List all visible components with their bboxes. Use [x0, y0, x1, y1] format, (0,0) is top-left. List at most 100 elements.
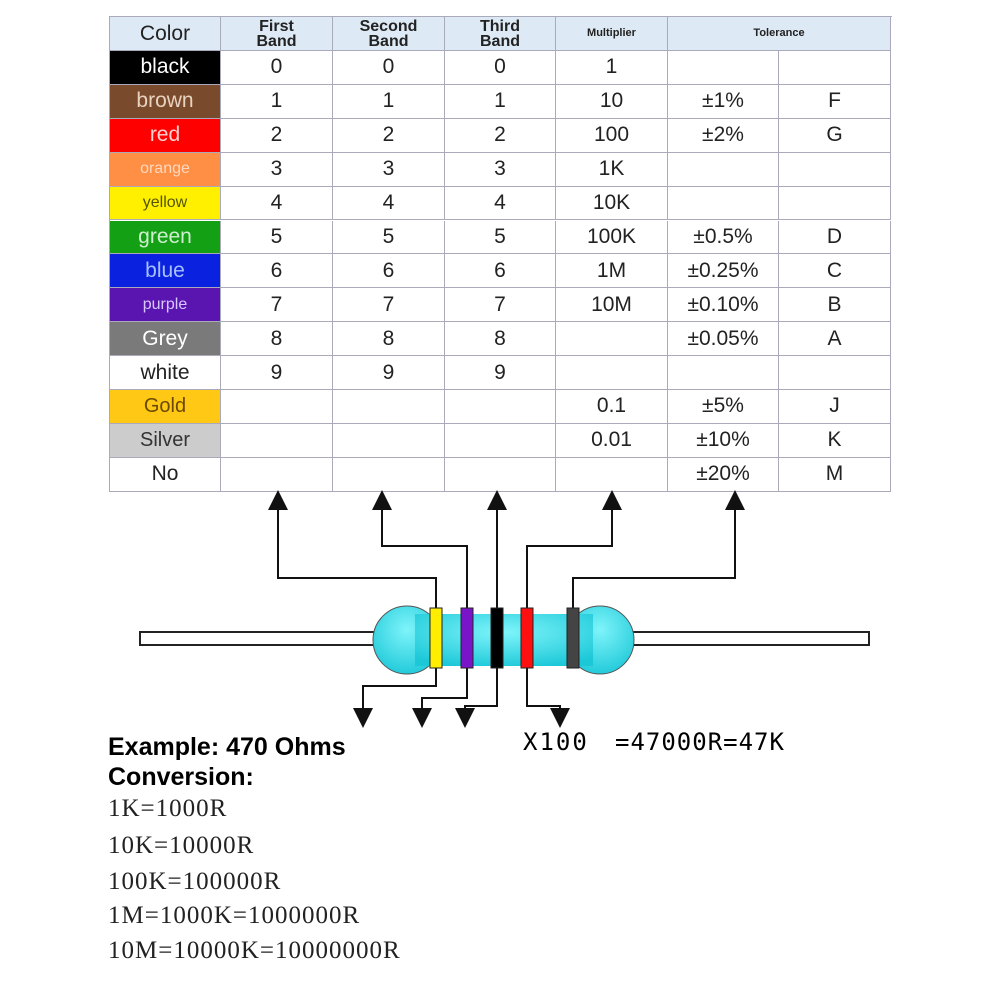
- table-cell: 0.1: [556, 390, 668, 424]
- table-cell: 0: [333, 51, 445, 85]
- color-swatch-cell: No: [110, 457, 221, 492]
- conversion-line: 1K=1000R: [108, 795, 228, 822]
- table-cell: D: [779, 220, 891, 255]
- table-cell: 6: [221, 254, 333, 289]
- table-cell: [221, 390, 333, 424]
- table-cell: 1: [556, 51, 668, 85]
- color-swatch-cell: Grey: [110, 322, 221, 357]
- header-cell: Tolerance: [668, 17, 891, 51]
- table-cell: 3: [445, 152, 556, 187]
- table-cell: 4: [221, 186, 333, 221]
- header-cell: Second Band: [333, 17, 445, 51]
- table-cell: [333, 390, 445, 424]
- color-swatch-cell: green: [110, 220, 221, 255]
- table-cell: 100K: [556, 220, 668, 255]
- table-cell: [445, 390, 556, 424]
- table-cell: 2: [221, 118, 333, 153]
- result-note: =47000R=47K: [615, 728, 785, 756]
- example-title: Example: 470 Ohms: [108, 733, 346, 761]
- conversion-label: Conversion:: [108, 763, 254, 791]
- table-cell: [445, 423, 556, 458]
- table-cell: [668, 152, 779, 187]
- table-cell: 3: [333, 152, 445, 187]
- table-cell: ±0.10%: [668, 288, 779, 323]
- color-swatch-cell: red: [110, 118, 221, 153]
- color-swatch-cell: purple: [110, 288, 221, 323]
- color-swatch-cell: black: [110, 51, 221, 85]
- table-cell: M: [779, 457, 891, 492]
- color-code-table: Color First Band Second Band Third Band Mult…: [109, 16, 892, 492]
- table-cell: ±20%: [668, 457, 779, 492]
- table-cell: ±1%: [668, 84, 779, 119]
- table-cell: 9: [445, 356, 556, 390]
- table-cell: 5: [445, 220, 556, 255]
- table-cell: 1K: [556, 152, 668, 187]
- table-cell: 3: [221, 152, 333, 187]
- table-cell: B: [779, 288, 891, 323]
- table-cell: [779, 186, 891, 221]
- table-cell: [221, 423, 333, 458]
- table-cell: K: [779, 423, 891, 458]
- table-cell: 1M: [556, 254, 668, 289]
- table-cell: 6: [445, 254, 556, 289]
- color-swatch-cell: Silver: [110, 423, 221, 458]
- table-cell: G: [779, 118, 891, 153]
- header-cell: Multiplier: [556, 17, 668, 51]
- conversion-line: 100K=100000R: [108, 868, 282, 895]
- table-cell: ±10%: [668, 423, 779, 458]
- table-cell: 7: [445, 288, 556, 323]
- table-cell: 1: [333, 84, 445, 119]
- table-cell: 4: [445, 186, 556, 221]
- conversion-line: 10K=10000R: [108, 832, 255, 859]
- table-cell: ±0.5%: [668, 220, 779, 255]
- table-cell: [779, 152, 891, 187]
- header-cell: First Band: [221, 17, 333, 51]
- color-swatch-cell: orange: [110, 152, 221, 187]
- table-cell: 9: [221, 356, 333, 390]
- table-cell: 10M: [556, 288, 668, 323]
- table-cell: 10: [556, 84, 668, 119]
- header-cell: Color: [110, 17, 221, 51]
- table-cell: 7: [333, 288, 445, 323]
- table-cell: [668, 356, 779, 390]
- table-cell: 4: [333, 186, 445, 221]
- header-cell: Third Band: [445, 17, 556, 51]
- table-cell: 8: [445, 322, 556, 357]
- table-cell: [779, 51, 891, 85]
- table-cell: [668, 186, 779, 221]
- table-cell: 1: [445, 84, 556, 119]
- table-cell: 100: [556, 118, 668, 153]
- table-cell: [556, 356, 668, 390]
- table-cell: 8: [221, 322, 333, 357]
- multiplier-note: X100: [523, 728, 589, 756]
- table-cell: 8: [333, 322, 445, 357]
- table-cell: F: [779, 84, 891, 119]
- table-cell: ±5%: [668, 390, 779, 424]
- table-cell: 0: [445, 51, 556, 85]
- arrows: [268, 490, 745, 728]
- table-cell: [556, 322, 668, 357]
- table-cell: 10K: [556, 186, 668, 221]
- table-cell: [333, 423, 445, 458]
- table-cell: 5: [333, 220, 445, 255]
- table-cell: 7: [221, 288, 333, 323]
- color-swatch-cell: white: [110, 356, 221, 390]
- table-cell: A: [779, 322, 891, 357]
- color-swatch-cell: brown: [110, 84, 221, 119]
- table-cell: J: [779, 390, 891, 424]
- table-cell: [779, 356, 891, 390]
- resistor-body: [372, 605, 635, 675]
- table-cell: 0.01: [556, 423, 668, 458]
- table-cell: 9: [333, 356, 445, 390]
- table-cell: C: [779, 254, 891, 289]
- color-swatch-cell: yellow: [110, 186, 221, 221]
- table-cell: ±0.05%: [668, 322, 779, 357]
- table-cell: 6: [333, 254, 445, 289]
- conversion-line: 1M=1000K=1000000R: [108, 902, 361, 929]
- table-cell: 2: [333, 118, 445, 153]
- conversion-line: 10M=10000K=10000000R: [108, 937, 401, 964]
- color-swatch-cell: Gold: [110, 390, 221, 424]
- table-cell: ±2%: [668, 118, 779, 153]
